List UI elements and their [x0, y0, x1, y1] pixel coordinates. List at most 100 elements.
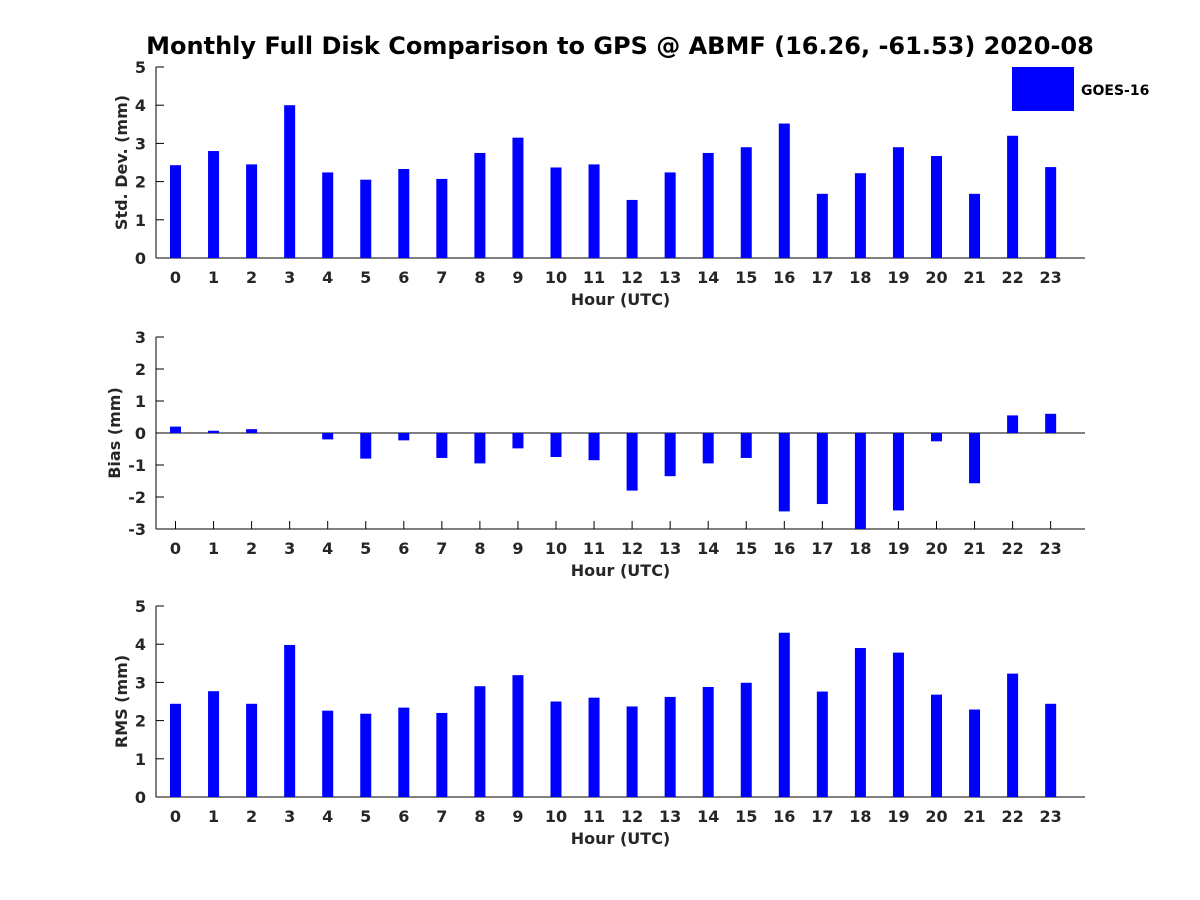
x-tick-label: 11: [583, 807, 605, 826]
x-tick-label: 6: [398, 268, 409, 287]
y-tick-label: 3: [135, 673, 146, 692]
bar-bias-hour-21: [969, 433, 981, 484]
bar-bias-hour-7: [436, 433, 448, 458]
x-tick-label: 16: [773, 807, 795, 826]
bar-std-dev-hour-15: [740, 147, 752, 258]
bar-rms-hour-11: [588, 697, 600, 797]
bar-bias-hour-22: [1007, 415, 1019, 433]
x-tick-label: 17: [811, 539, 833, 558]
bar-bias-hour-23: [1045, 413, 1057, 433]
x-tick-label: 14: [697, 539, 719, 558]
x-tick-label: 2: [246, 268, 257, 287]
bar-std-dev-hour-6: [398, 168, 410, 258]
bar-std-dev-hour-17: [816, 193, 828, 258]
x-tick-label: 10: [545, 539, 567, 558]
bar-bias-hour-19: [892, 433, 904, 511]
x-tick-label: 15: [735, 268, 757, 287]
x-tick-label: 1: [208, 268, 219, 287]
y-tick-label: -2: [128, 488, 146, 507]
bar-bias-hour-4: [322, 433, 334, 440]
x-tick-label: 15: [735, 539, 757, 558]
y-tick-label: 4: [135, 635, 146, 654]
x-tick-label: 9: [512, 268, 523, 287]
x-tick-label: 8: [474, 268, 485, 287]
x-tick-label: 3: [284, 539, 295, 558]
bar-rms-hour-23: [1045, 703, 1057, 797]
x-tick-label: 12: [621, 268, 643, 287]
bar-rms-hour-8: [474, 686, 486, 797]
x-tick-label: 13: [659, 268, 681, 287]
bar-std-dev-hour-11: [588, 164, 600, 258]
x-tick-label: 20: [925, 268, 947, 287]
x-tick-label: 2: [246, 539, 257, 558]
y-tick-label: 5: [135, 58, 146, 77]
bar-std-dev-hour-21: [969, 193, 981, 258]
x-tick-label: 19: [887, 268, 909, 287]
bar-rms-hour-20: [931, 694, 942, 797]
x-tick-label: 8: [474, 807, 485, 826]
x-tick-label: 5: [360, 268, 371, 287]
y-axis-label: RMS (mm): [112, 655, 131, 748]
bar-bias-hour-11: [588, 433, 600, 461]
x-tick-label: 17: [811, 268, 833, 287]
x-tick-label: 9: [512, 539, 523, 558]
bar-std-dev-hour-9: [512, 137, 524, 258]
x-tick-label: 14: [697, 807, 719, 826]
bar-std-dev-hour-18: [854, 173, 866, 258]
y-tick-label: 2: [135, 360, 146, 379]
bar-std-dev-hour-2: [246, 164, 258, 258]
bar-rms-hour-14: [702, 686, 714, 797]
y-tick-label: 4: [135, 96, 146, 115]
bar-bias-hour-1: [208, 430, 220, 433]
bar-std-dev-hour-3: [284, 105, 296, 258]
x-tick-label: 5: [360, 807, 371, 826]
x-tick-label: 20: [925, 807, 947, 826]
y-tick-label: -1: [128, 456, 146, 475]
bar-std-dev-hour-20: [931, 156, 942, 258]
y-tick-label: 3: [135, 328, 146, 347]
x-tick-label: 22: [1001, 539, 1023, 558]
x-tick-label: 6: [398, 539, 409, 558]
x-tick-label: 13: [659, 539, 681, 558]
bar-bias-hour-17: [816, 433, 828, 505]
x-tick-label: 13: [659, 807, 681, 826]
bar-bias-hour-20: [931, 433, 942, 442]
x-tick-label: 2: [246, 807, 257, 826]
x-tick-label: 21: [963, 268, 985, 287]
x-tick-label: 16: [773, 268, 795, 287]
x-tick-label: 0: [170, 268, 181, 287]
x-tick-label: 11: [583, 268, 605, 287]
bar-rms-hour-12: [626, 706, 638, 797]
x-tick-label: 18: [849, 807, 871, 826]
bar-rms-hour-15: [740, 682, 752, 797]
bar-rms-hour-18: [854, 648, 866, 797]
x-tick-label: 10: [545, 268, 567, 287]
bar-rms-hour-7: [436, 712, 448, 797]
x-tick-label: 1: [208, 539, 219, 558]
bar-std-dev-hour-4: [322, 172, 334, 258]
x-tick-label: 4: [322, 268, 333, 287]
x-tick-label: 0: [170, 539, 181, 558]
bar-rms-hour-3: [284, 644, 296, 797]
x-tick-label: 0: [170, 807, 181, 826]
bar-std-dev-hour-14: [702, 152, 714, 258]
chart-title: Monthly Full Disk Comparison to GPS @ AB…: [146, 32, 1094, 60]
y-tick-label: 3: [135, 134, 146, 153]
bar-std-dev-hour-1: [208, 151, 220, 258]
bar-rms-hour-10: [550, 701, 562, 797]
bar-bias-hour-9: [512, 433, 524, 449]
bar-rms-hour-16: [778, 632, 790, 797]
legend-swatch: [1012, 67, 1074, 111]
y-tick-label: 0: [135, 424, 146, 443]
x-axis-label: Hour (UTC): [571, 561, 671, 580]
y-tick-label: 0: [135, 249, 146, 268]
y-tick-label: 1: [135, 750, 146, 769]
bar-std-dev-hour-23: [1045, 167, 1057, 258]
y-tick-label: 1: [135, 211, 146, 230]
bar-bias-hour-18: [854, 433, 866, 529]
y-axis-label: Std. Dev. (mm): [112, 95, 131, 230]
bar-bias-hour-0: [170, 426, 181, 433]
